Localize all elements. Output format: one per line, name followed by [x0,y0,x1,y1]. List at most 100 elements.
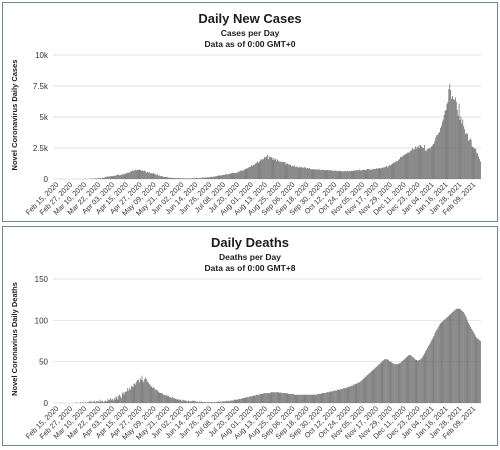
bar [90,402,91,403]
bar [190,178,191,179]
bar [468,141,469,179]
bar [321,394,322,403]
bar [413,358,414,403]
bar [408,356,409,403]
bar [127,388,128,403]
bar [338,171,339,179]
bar [190,401,191,403]
bar [349,171,350,179]
bar [206,178,207,179]
bar [443,119,444,179]
bar [477,154,478,179]
bar [417,361,418,403]
bar [138,380,139,403]
bar [467,320,468,403]
bar [480,162,481,179]
bar [156,175,157,179]
bar [204,402,205,403]
bar [121,174,122,179]
bar [309,395,310,403]
bar [167,396,168,403]
bar [248,167,249,179]
bar [143,171,144,179]
bar [326,170,327,179]
bar [248,397,249,403]
bar [92,402,93,403]
bar [98,178,99,179]
bar [102,178,103,179]
bar [160,393,161,403]
bar [392,164,393,179]
bar [384,167,385,179]
bar [347,171,348,179]
bar [225,401,226,403]
bar [479,159,480,179]
bar [432,146,433,179]
bar [246,169,247,179]
bar [451,99,452,179]
bar [288,394,289,403]
bar [393,363,394,403]
bar [446,110,447,179]
bar [152,388,153,403]
bar [406,358,407,403]
bar [320,170,321,179]
y-axis-label: Novel Coronavirus Daily Deaths [10,282,19,396]
bar [124,395,125,403]
bar [260,161,261,179]
bar [133,171,134,179]
bar [439,325,440,403]
bar [421,147,422,179]
bar [405,154,406,179]
bar [475,149,476,179]
bar [168,178,169,179]
bar [206,402,207,403]
bar [109,401,110,403]
bar [394,364,395,403]
bar [350,171,351,179]
bar [328,170,329,179]
bar [252,396,253,403]
bar [230,174,231,179]
bar [304,167,305,179]
bar [444,115,445,179]
bar [101,401,102,403]
bar [462,120,463,179]
bar [345,388,346,403]
bar [163,395,164,403]
bar [340,389,341,403]
bar [329,392,330,403]
bar [424,145,425,179]
bar [298,168,299,179]
bar [188,401,189,403]
bar [115,400,116,403]
bar [283,162,284,179]
y-axis-label: Novel Coronavirus Daily Cases [10,60,19,171]
bar [266,156,267,179]
bar [383,361,384,403]
bar [160,393,161,403]
bar [364,378,365,403]
bar [311,395,312,403]
bar [369,169,370,179]
bar [143,381,144,403]
bar [414,358,415,403]
bar [128,173,129,179]
bar [145,171,146,179]
bar [469,140,470,179]
bar [449,315,450,403]
bar [176,399,177,403]
bar [276,161,277,179]
bar [100,400,101,403]
bar [336,171,337,179]
bar [249,167,250,179]
bar [192,178,193,179]
bar [307,395,308,403]
bar [141,171,142,179]
bar [166,395,167,403]
bar [187,401,188,403]
bar [261,394,262,403]
bar [352,386,353,403]
bar [477,339,478,403]
bar [339,171,340,179]
